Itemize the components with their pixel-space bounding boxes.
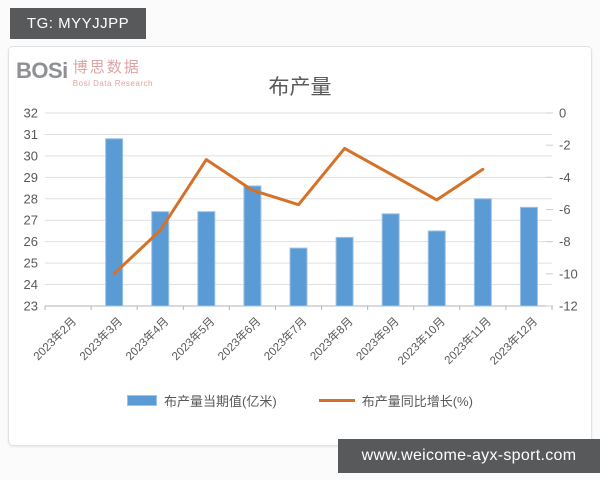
bar-2023年7月 — [289, 247, 308, 307]
x-axis-month-label: 2023年12月 — [487, 314, 540, 367]
legend-item-bar-series: 布产量当期值(亿米) — [127, 391, 277, 410]
x-axis-month-label: 2023年2月 — [30, 314, 79, 363]
bar-2023年10月 — [427, 230, 446, 307]
bar-2023年6月 — [243, 185, 262, 307]
tg-watermark-banner: TG: MYYJJPP — [10, 8, 146, 39]
left-axis-tick-label: 29 — [24, 170, 38, 185]
bar-2023年11月 — [473, 198, 492, 307]
bar-series-label: 布产量当期值(亿米) — [164, 394, 277, 409]
logo-brand-text: BOSi — [16, 58, 68, 83]
website-watermark-banner: www.weicome-ayx-sport.com — [338, 439, 600, 473]
x-axis-month-label: 2023年10月 — [395, 314, 448, 367]
line-series-swatch — [318, 399, 355, 402]
chart-legend: 布产量当期值(亿米) 布产量同比增长(%) — [0, 391, 600, 410]
x-axis-month-label: 2023年3月 — [76, 314, 125, 363]
x-axis-month-label: 2023年6月 — [215, 314, 264, 363]
chart-title: 布产量 — [268, 76, 332, 99]
x-axis-month-label: 2023年4月 — [123, 314, 172, 363]
right-axis-tick-label: -6 — [559, 202, 571, 217]
right-axis-tick-label: -8 — [559, 234, 571, 249]
left-axis-tick-label: 28 — [24, 191, 38, 206]
x-axis-month-label: 2023年7月 — [261, 314, 310, 363]
left-axis-tick-label: 24 — [24, 277, 38, 292]
bar-2023年12月 — [519, 206, 538, 307]
left-axis-tick-label: 31 — [24, 127, 38, 142]
right-axis-tick-label: 0 — [559, 106, 566, 121]
right-axis-tick-label: -2 — [559, 138, 571, 153]
bosi-logo: BOSi 博思数据 Bosi Data Research — [16, 58, 153, 88]
x-axis-month-label: 2023年9月 — [353, 314, 402, 363]
bar-2023年4月 — [151, 211, 170, 307]
left-axis-tick-label: 27 — [24, 213, 38, 228]
logo-subtitle-text: Bosi Data Research — [72, 78, 153, 88]
right-axis-tick-label: -12 — [559, 299, 578, 314]
x-axis-month-label: 2023年11月 — [441, 314, 494, 367]
left-axis-tick-label: 23 — [24, 299, 38, 314]
yoy-growth-line — [112, 146, 485, 276]
left-axis-tick-label: 26 — [24, 234, 38, 249]
bar-2023年5月 — [197, 211, 216, 307]
left-axis-tick-label: 25 — [24, 256, 38, 271]
x-axis-month-label: 2023年8月 — [307, 314, 356, 363]
x-axis-month-label: 2023年5月 — [169, 314, 218, 363]
right-axis-tick-label: -4 — [559, 170, 571, 185]
bar-2023年9月 — [381, 213, 400, 307]
right-axis-tick-label: -10 — [559, 266, 578, 281]
left-axis-tick-label: 32 — [24, 106, 38, 121]
bar-2023年8月 — [335, 236, 354, 307]
logo-brand-cn-text: 博思数据 — [72, 59, 141, 76]
left-axis-tick-label: 30 — [24, 148, 38, 163]
legend-item-line-series: 布产量同比增长(%) — [318, 391, 473, 410]
bar-2023年3月 — [105, 138, 124, 307]
bar-series-swatch — [127, 395, 158, 406]
line-series-label: 布产量同比增长(%) — [361, 394, 473, 409]
